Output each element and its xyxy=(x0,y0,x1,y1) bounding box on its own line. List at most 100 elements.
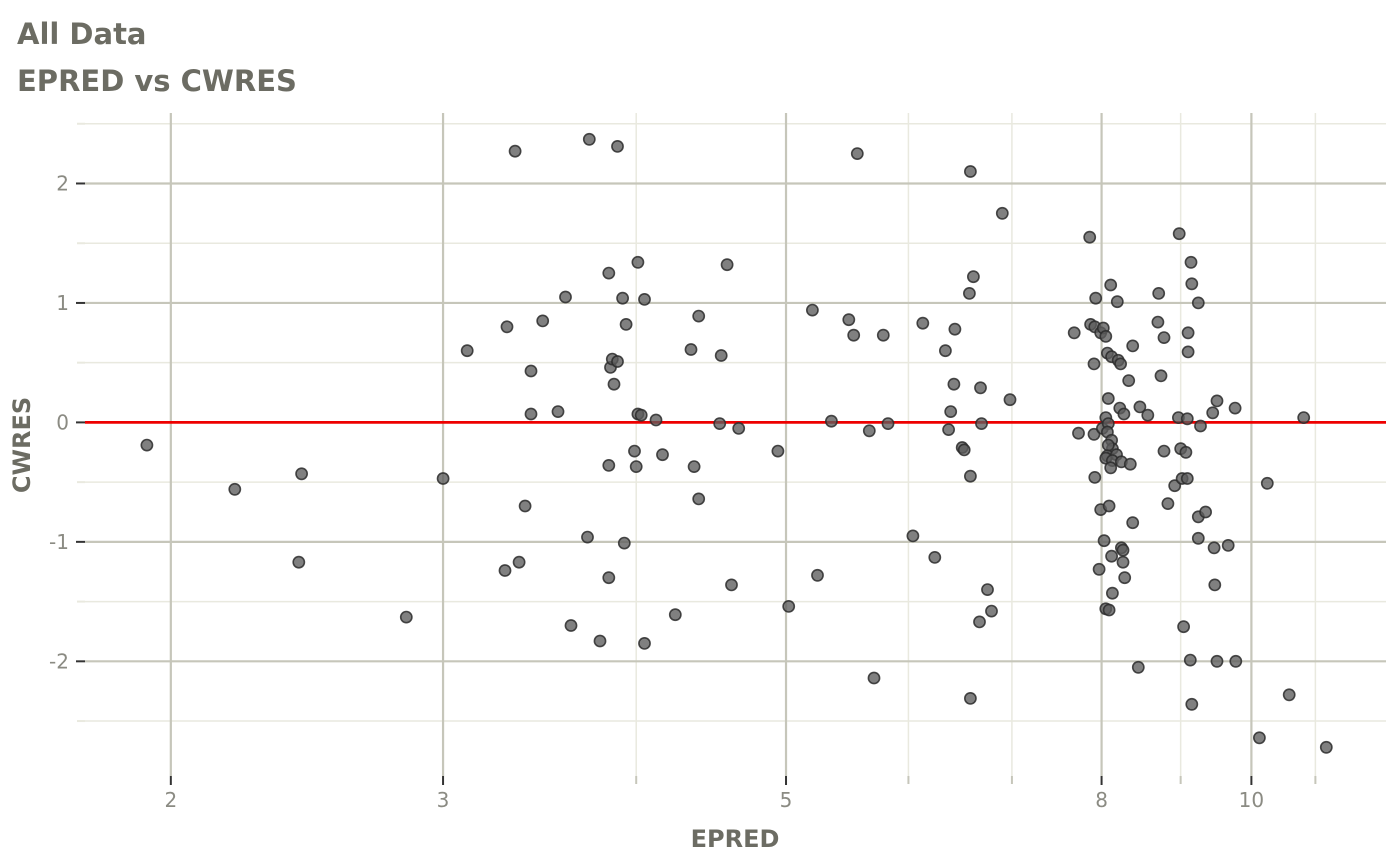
data-point xyxy=(1102,499,1116,513)
data-point xyxy=(649,413,663,427)
data-point xyxy=(1101,392,1115,405)
data-point xyxy=(687,460,701,473)
data-point xyxy=(732,421,746,435)
data-point xyxy=(942,423,955,436)
data-point xyxy=(957,443,971,457)
data-point xyxy=(460,344,474,358)
data-point xyxy=(1191,531,1205,545)
data-point xyxy=(692,492,706,506)
data-point xyxy=(1133,400,1147,414)
data-point xyxy=(399,610,413,624)
data-point xyxy=(1114,357,1127,371)
data-point xyxy=(524,364,538,378)
data-point xyxy=(1157,331,1171,344)
data-point xyxy=(1161,497,1175,510)
data-point xyxy=(782,600,796,613)
data-point xyxy=(1117,407,1131,421)
data-point xyxy=(1099,329,1113,343)
data-point xyxy=(1180,472,1194,485)
data-point xyxy=(964,692,977,705)
data-point xyxy=(1221,539,1235,552)
data-point xyxy=(973,615,986,629)
data-point xyxy=(1104,461,1118,475)
data-point xyxy=(140,438,154,452)
data-point xyxy=(806,303,819,317)
data-point xyxy=(602,458,616,472)
data-point xyxy=(1106,586,1119,600)
plot-subtitle: EPRED vs CWRES xyxy=(17,64,297,98)
data-point xyxy=(850,147,864,160)
data-point xyxy=(967,270,980,284)
data-point xyxy=(1102,603,1116,617)
data-point xyxy=(436,472,450,485)
data-point xyxy=(811,568,824,582)
data-point xyxy=(720,258,734,272)
data-point xyxy=(1206,406,1220,420)
data-point xyxy=(1229,654,1243,668)
data-point xyxy=(582,132,596,146)
data-point xyxy=(1092,562,1106,576)
data-point xyxy=(1118,571,1132,585)
data-point xyxy=(1088,470,1102,484)
data-point xyxy=(1126,339,1140,353)
x-tick-label: 8 xyxy=(1095,788,1108,812)
data-point xyxy=(611,355,624,368)
data-point xyxy=(1072,426,1085,440)
data-point xyxy=(1260,476,1274,490)
data-point xyxy=(947,377,961,391)
data-point xyxy=(1101,438,1115,452)
data-point xyxy=(1126,516,1140,530)
data-point xyxy=(629,460,643,473)
data-point xyxy=(1282,688,1296,702)
data-point xyxy=(1116,555,1130,569)
data-point xyxy=(524,407,538,421)
data-point xyxy=(551,405,565,418)
data-point xyxy=(631,255,645,269)
data-point xyxy=(939,344,952,358)
data-point xyxy=(847,328,861,342)
data-point xyxy=(1123,457,1137,471)
data-point xyxy=(581,530,594,544)
data-point xyxy=(684,343,698,356)
data-point xyxy=(876,328,890,342)
data-point xyxy=(292,555,306,569)
data-point xyxy=(975,417,988,430)
data-point xyxy=(1083,230,1097,244)
data-point xyxy=(1089,291,1103,305)
data-point xyxy=(725,578,738,592)
y-tick-label: -2 xyxy=(49,649,69,673)
data-point xyxy=(228,482,242,496)
data-point xyxy=(1122,374,1136,387)
data-point xyxy=(1177,620,1190,634)
data-point xyxy=(638,637,651,650)
data-point xyxy=(1319,740,1333,754)
data-point xyxy=(1105,549,1118,563)
data-point xyxy=(1157,444,1171,458)
data-point xyxy=(1151,315,1165,329)
data-point xyxy=(564,619,578,632)
data-point xyxy=(1297,411,1311,424)
data-point xyxy=(518,499,532,513)
data-point xyxy=(611,139,624,153)
data-point xyxy=(668,608,682,622)
data-point xyxy=(295,467,308,481)
data-point xyxy=(1210,654,1224,668)
data-point xyxy=(602,571,616,585)
data-point xyxy=(995,206,1009,220)
data-point xyxy=(916,316,930,330)
data-point xyxy=(1185,277,1199,291)
data-point xyxy=(1184,255,1198,269)
data-point xyxy=(862,424,876,438)
data-point xyxy=(638,292,651,306)
data-point xyxy=(619,317,633,331)
data-point xyxy=(714,349,728,362)
data-point xyxy=(508,144,522,158)
data-point xyxy=(713,417,727,430)
data-point xyxy=(634,408,648,422)
data-point xyxy=(512,555,526,569)
x-tick-label: 3 xyxy=(437,788,450,812)
data-point xyxy=(593,634,607,648)
data-point xyxy=(1207,541,1221,555)
data-point xyxy=(1208,578,1222,592)
data-point xyxy=(1228,401,1242,415)
